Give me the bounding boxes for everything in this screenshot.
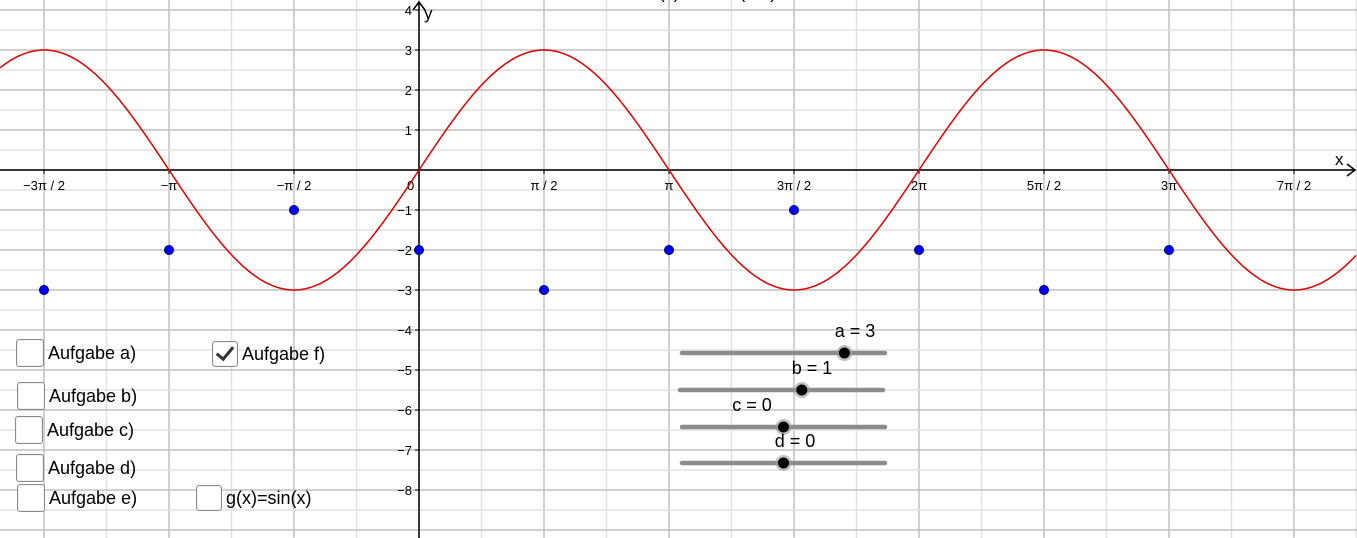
y-tick-label: −7 <box>397 443 412 458</box>
slider-b-knob[interactable] <box>796 384 808 396</box>
checkbox-aufgabe-b-box[interactable] <box>17 382 45 410</box>
slider-d-knob[interactable] <box>778 457 789 469</box>
checkbox-aufgabe-e[interactable]: Aufgabe e) <box>17 484 137 512</box>
checkbox-aufgabe-d[interactable]: Aufgabe d) <box>16 454 136 482</box>
checkbox-aufgabe-a-box[interactable] <box>16 339 44 367</box>
x-axis-arrow <box>1346 163 1357 177</box>
slider-a-knob[interactable] <box>838 347 850 359</box>
x-tick-label: 3π <box>1161 178 1177 193</box>
checkbox-aufgabe-c[interactable]: Aufgabe c) <box>15 416 134 444</box>
checkbox-aufgabe-c-label: Aufgabe c) <box>47 419 135 440</box>
x-tick-label: π <box>665 178 674 193</box>
x-axis-label: x <box>1335 150 1344 169</box>
data-point <box>39 285 49 295</box>
data-point <box>789 205 799 215</box>
slider-a-label: a = 3 <box>835 321 876 341</box>
slider-b[interactable]: b = 1 <box>677 358 886 398</box>
y-tick-label: −2 <box>397 243 412 258</box>
x-tick-label: −π <box>161 178 178 193</box>
checkbox-aufgabe-f-label: Aufgabe f) <box>242 343 326 364</box>
data-point <box>664 245 674 255</box>
y-axis-label: y <box>424 4 433 23</box>
y-tick-label: −4 <box>397 323 412 338</box>
y-tick-label: 3 <box>405 43 412 58</box>
x-tick-label: π / 2 <box>530 178 557 193</box>
checkbox-aufgabe-b[interactable]: Aufgabe b) <box>17 382 137 410</box>
x-tick-label: 5π / 2 <box>1027 178 1061 193</box>
slider-panel[interactable]: a = 3b = 1 c = 0d = 0 <box>677 321 888 471</box>
data-point <box>289 205 299 215</box>
checkbox-gx-sinx[interactable]: g(x)=sin(x) <box>196 485 312 511</box>
x-tick-label: −3π / 2 <box>23 178 65 193</box>
data-point <box>164 245 174 255</box>
y-tick-label: −1 <box>397 203 412 218</box>
checkbox-aufgabe-d-label: Aufgabe d) <box>48 457 137 478</box>
slider-c-knob[interactable] <box>778 421 789 433</box>
y-tick-label: −6 <box>397 403 412 418</box>
y-axis-arrow <box>412 0 426 11</box>
y-tick-label: −3 <box>397 283 412 298</box>
function-title: f(x) = 3·sin(1·x) <box>654 0 777 2</box>
checkbox-aufgabe-b-label: Aufgabe b) <box>49 385 138 406</box>
checkbox-aufgabe-a[interactable]: Aufgabe a) <box>16 339 136 367</box>
origin-label: 0 <box>407 178 414 193</box>
slider-c-label: c = 0 <box>732 395 772 415</box>
slider-b-label: b = 1 <box>792 358 833 378</box>
function-graph-f <box>0 49 1357 291</box>
y-tick-label: 4 <box>405 3 412 18</box>
data-point <box>539 285 549 295</box>
data-point <box>1039 285 1049 295</box>
slider-d[interactable]: d = 0 <box>679 431 888 471</box>
checkbox-aufgabe-a-label: Aufgabe a) <box>48 342 137 363</box>
y-tick-label: 2 <box>405 83 412 98</box>
checkbox-aufgabe-f[interactable]: Aufgabe f) <box>212 341 325 367</box>
slider-a[interactable]: a = 3 <box>679 321 888 361</box>
data-point <box>414 245 424 255</box>
x-tick-label: 7π / 2 <box>1277 178 1311 193</box>
checkbox-aufgabe-d-box[interactable] <box>16 454 44 482</box>
checkbox-aufgabe-c-box[interactable] <box>15 416 43 444</box>
y-tick-label: 1 <box>405 123 412 138</box>
checkbox-aufgabe-e-box[interactable] <box>17 484 45 512</box>
y-tick-label: −5 <box>397 363 412 378</box>
slider-d-label: d = 0 <box>775 431 816 451</box>
data-point <box>1164 245 1174 255</box>
checkbox-aufgabe-f-box[interactable] <box>212 341 238 367</box>
checkbox-gx-sinx-label: g(x)=sin(x) <box>226 487 312 508</box>
x-tick-label: 3π / 2 <box>777 178 811 193</box>
data-point <box>914 245 924 255</box>
checkbox-gx-sinx-box[interactable] <box>196 485 222 511</box>
point-set <box>39 205 1174 295</box>
x-tick-label: −π / 2 <box>277 178 312 193</box>
checkbox-aufgabe-e-label: Aufgabe e) <box>49 487 138 508</box>
y-tick-label: −8 <box>397 483 412 498</box>
sine-curve <box>0 49 1357 291</box>
x-tick-label: 2π <box>911 178 927 193</box>
slider-c[interactable]: c = 0 <box>679 395 888 435</box>
